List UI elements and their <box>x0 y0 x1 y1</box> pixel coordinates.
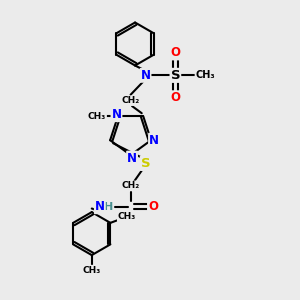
Text: S: S <box>141 157 150 170</box>
Text: O: O <box>148 200 158 213</box>
Text: CH₃: CH₃ <box>82 266 101 274</box>
Text: O: O <box>170 46 180 59</box>
Text: N: N <box>95 200 105 213</box>
Text: N: N <box>127 152 137 165</box>
Text: CH₂: CH₂ <box>122 181 140 190</box>
Text: CH₃: CH₃ <box>88 112 106 121</box>
Text: H: H <box>103 202 113 212</box>
Text: CH₃: CH₃ <box>118 212 136 221</box>
Text: N: N <box>149 134 159 147</box>
Text: N: N <box>112 108 122 121</box>
Text: N: N <box>140 69 151 82</box>
Text: O: O <box>170 91 180 104</box>
Text: S: S <box>171 69 180 82</box>
Text: CH₂: CH₂ <box>122 96 140 105</box>
Text: CH₃: CH₃ <box>195 70 215 80</box>
